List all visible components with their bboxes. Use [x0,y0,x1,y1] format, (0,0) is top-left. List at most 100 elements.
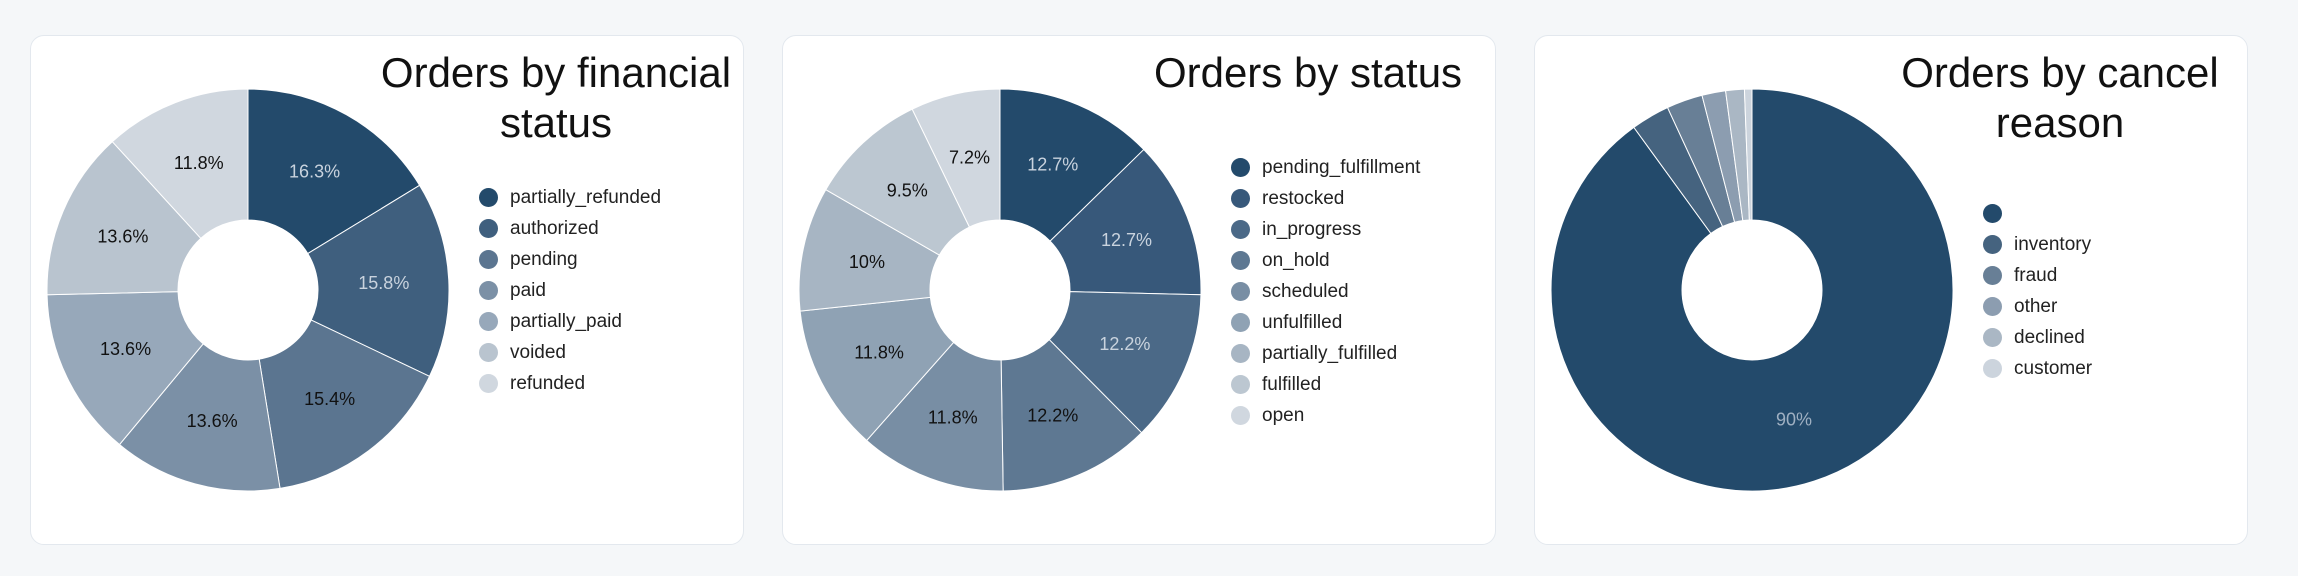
donut-slice-on_hold [1000,338,1143,492]
slice-value-label: 11.8% [928,408,978,428]
legend-swatch [479,374,498,393]
donut-slice-blank [1550,88,1954,492]
donut-slice-fulfilled [825,108,971,256]
legend-item [1983,198,2092,229]
slice-value-label: 16.3% [289,161,340,181]
legend-swatch [1231,375,1250,394]
legend-swatch [479,281,498,300]
donut-chart-cancel-reason: 90% [1550,88,1954,492]
slice-value-label: 13.6% [100,339,151,359]
chart-legend: partially_refunded authorized pending paid p… [479,182,661,399]
legend-swatch [1231,158,1250,177]
legend-label: restocked [1262,187,1345,209]
legend-item: paid [479,275,661,306]
legend-swatch [479,312,498,331]
legend-item: pending [479,244,661,275]
legend-item: partially_fulfilled [1231,338,1420,369]
legend-swatch [1983,204,2002,223]
slice-value-label: 11.8% [174,153,224,173]
slice-value-label: 7.2% [949,147,990,167]
legend-label: scheduled [1262,280,1349,302]
legend-item: on_hold [1231,245,1420,276]
legend-label: declined [2014,326,2085,348]
slice-value-label: 13.6% [187,411,238,431]
donut-slice-partially_paid [46,291,204,446]
slice-value-label: 12.7% [1101,230,1152,250]
slice-value-label: 12.7% [1027,155,1078,175]
legend-label: unfulfilled [1262,311,1343,333]
legend-swatch [1983,359,2002,378]
chart-legend: inventory fraud other declined customer [1983,198,2092,384]
legend-label: paid [510,279,546,301]
legend-swatch [1983,328,2002,347]
chart-title: Orders by financial status [380,49,732,146]
legend-label: refunded [510,372,586,394]
donut-slice-refunded [111,88,249,240]
donut-slice-unfulfilled [799,296,955,442]
legend-label: pending_fulfillment [1262,156,1421,178]
legend-item: fraud [1983,260,2092,291]
slice-value-label: 15.8% [358,273,409,293]
legend-label: partially_fulfilled [1262,342,1398,364]
slice-value-label: 90% [1776,409,1812,429]
legend-item: inventory [1983,229,2092,260]
legend-swatch [1231,189,1250,208]
chart-title: Orders by status [1153,49,1463,96]
legend-swatch [1231,251,1250,270]
slice-value-label: 12.2% [1027,405,1078,425]
legend-swatch [1231,406,1250,425]
legend-item: unfulfilled [1231,307,1420,338]
slice-value-label: 9.5% [887,180,928,200]
donut-slice-scheduled [866,341,1004,492]
legend-label: authorized [510,217,599,239]
legend-label: partially_paid [510,310,622,332]
legend-label: other [2014,295,2058,317]
donut-slice-in_progress [1048,291,1202,434]
donut-slice-open [911,88,1001,228]
legend-item: pending_fulfillment [1231,152,1420,183]
legend-swatch [1231,220,1250,239]
legend-label: voided [510,341,566,363]
legend-item: fulfilled [1231,369,1420,400]
legend-label: on_hold [1262,249,1330,271]
donut-slice-paid [118,343,281,492]
legend-swatch [1231,282,1250,301]
donut-slice-pending_fulfillment [999,88,1145,242]
legend-item: partially_refunded [479,182,661,213]
donut-chart-status: 12.7% 12.7% 12.2% 12.2% 11.8% 11.8% 10% 9.5% 7.2… [798,88,1202,492]
legend-item: authorized [479,213,661,244]
legend-item: refunded [479,368,661,399]
legend-swatch [479,219,498,238]
donut-slice-restocked [1049,148,1202,296]
chart-legend: pending_fulfillment restocked in_progress o… [1231,152,1420,431]
chart-card-financial-status: 16.3% 15.8% 15.4% 13.6% 13.6% 13.6% 11.8% Orde… [30,35,744,545]
donut-slice-pending [258,319,431,490]
legend-swatch [1983,266,2002,285]
legend-item: open [1231,400,1420,431]
legend-label: fulfilled [1262,373,1322,395]
legend-label: inventory [2014,233,2092,255]
donut-slice-authorized [307,184,450,378]
slice-value-label: 10% [849,252,885,272]
donut-chart-financial-status: 16.3% 15.8% 15.4% 13.6% 13.6% 13.6% 11.8% [46,88,450,492]
legend-label: fraud [2014,264,2058,286]
legend-label: customer [2014,357,2093,379]
legend-item: restocked [1231,183,1420,214]
donut-slice-partially_refunded [247,88,421,255]
chart-title: Orders by cancel reason [1901,49,2219,146]
legend-item: scheduled [1231,276,1420,307]
slice-value-label: 13.6% [97,227,148,247]
donut-slice-customer [1743,88,1753,221]
legend-item: declined [1983,322,2092,353]
legend-item: other [1983,291,2092,322]
legend-item: customer [1983,353,2092,384]
legend-item: partially_paid [479,306,661,337]
legend-label: partially_refunded [510,186,662,208]
donut-slice-voided [46,140,202,296]
legend-swatch [479,343,498,362]
legend-swatch [1231,344,1250,363]
legend-label: pending [510,248,578,270]
legend-swatch [479,188,498,207]
legend-label: open [1262,404,1305,426]
legend-item: voided [479,337,661,368]
